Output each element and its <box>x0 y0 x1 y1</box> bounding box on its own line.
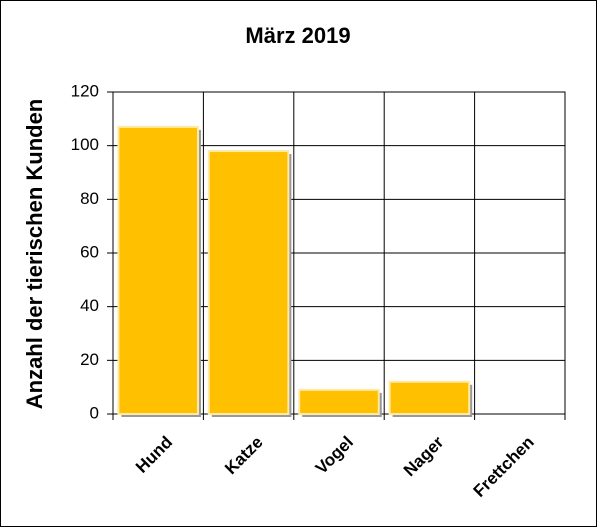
y-axis-label: Anzahl der tierischen Kunden <box>22 99 47 410</box>
y-tick-label: 20 <box>80 350 99 369</box>
bar <box>388 380 471 415</box>
y-tick-label: 60 <box>80 242 99 261</box>
bar <box>207 150 290 416</box>
chart-title: März 2019 <box>245 23 350 48</box>
y-tick-label: 120 <box>71 81 99 100</box>
y-tick-label: 0 <box>90 403 99 422</box>
bar <box>117 125 199 415</box>
y-tick-label: 100 <box>71 135 99 154</box>
y-tick-label: 80 <box>80 189 99 208</box>
bar <box>298 388 380 416</box>
y-tick-label: 40 <box>80 296 99 315</box>
